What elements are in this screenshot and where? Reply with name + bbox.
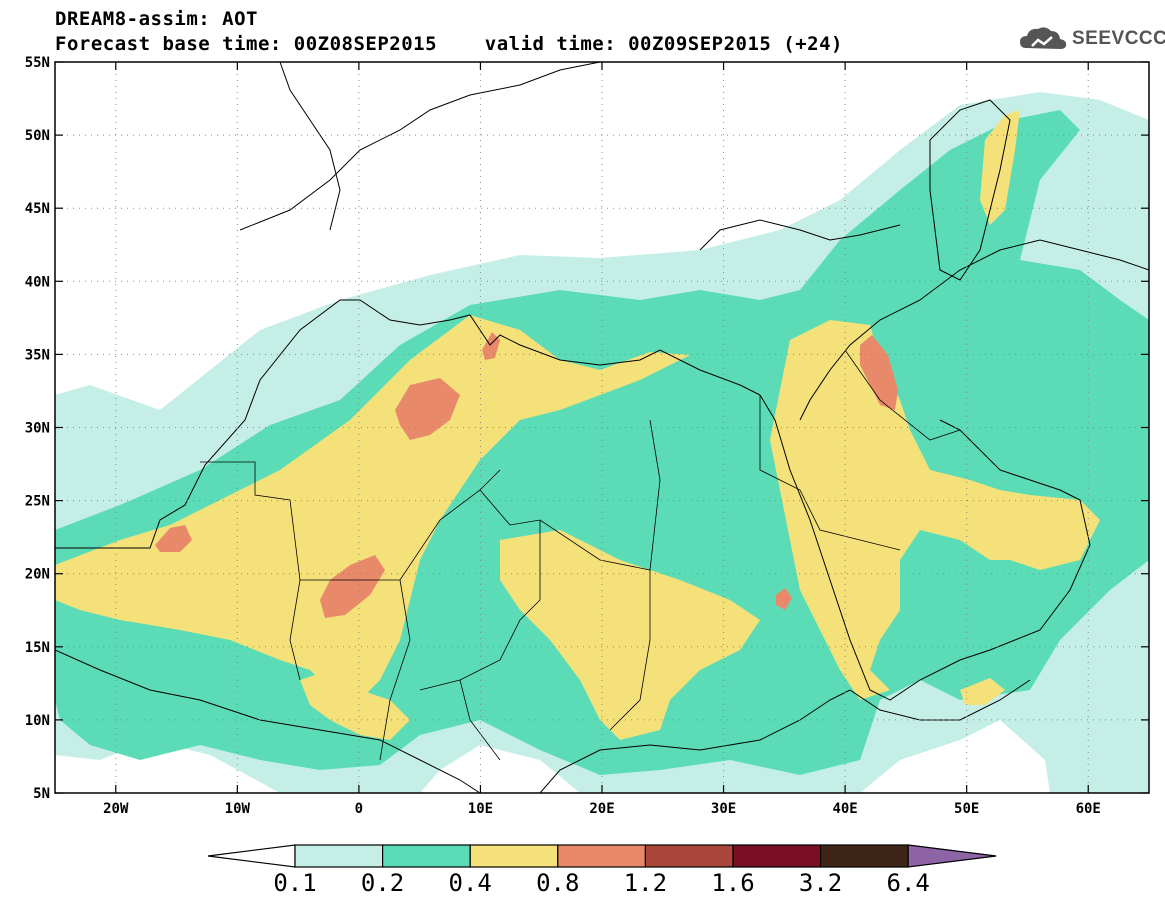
colorbar-segment <box>819 844 909 868</box>
colorbar: 0.1 0.2 0.4 0.8 1.2 1.6 3.2 6.4 <box>207 844 997 897</box>
colorbar-label: 1.2 <box>624 869 667 897</box>
aot-contour-0.4-horn <box>960 678 1005 705</box>
aot-contour-0.1-west <box>55 395 90 435</box>
lon-tick-label: 30E <box>711 801 736 817</box>
lon-tick-label: 0 <box>355 801 363 817</box>
axis-ticks: 20W 10W 0 10E 20E 30E 40E 50E 60E 5N 10N 15N 20N 25N 3… <box>25 55 1149 817</box>
aot-contour-0.4 <box>55 315 690 700</box>
lat-tick-label: 35N <box>25 347 50 363</box>
colorbar-segment <box>557 844 646 868</box>
lat-tick-label: 55N <box>25 55 50 71</box>
aot-contour-0.8-chad <box>776 588 792 610</box>
aot-contour-0.8-mauritania <box>155 525 192 552</box>
map-title: DREAM8-assim: AOT <box>55 8 258 30</box>
coastlines <box>55 62 1149 793</box>
lat-tick-label: 15N <box>25 640 50 656</box>
colorbar-segment <box>469 844 559 868</box>
lon-tick-label: 40E <box>832 801 857 817</box>
aot-contour-0.8-mali <box>320 555 385 618</box>
lat-tick-label: 45N <box>25 201 50 217</box>
colorbar-label: 0.8 <box>536 869 579 897</box>
colorbar-segment <box>294 844 384 868</box>
aot-contour-0.8-iraq <box>860 335 898 410</box>
colorbar-label: 6.4 <box>887 869 930 897</box>
country-borders <box>200 349 961 761</box>
colorbar-upper-extend <box>907 844 997 868</box>
colorbar-label: 3.2 <box>799 869 842 897</box>
cloud-icon <box>1020 27 1067 49</box>
lat-tick-label: 5N <box>33 786 50 802</box>
aot-field <box>55 92 1149 793</box>
aot-contour-0.4-arabia <box>770 320 1100 700</box>
lon-tick-label: 10E <box>468 801 493 817</box>
lat-tick-label: 40N <box>25 274 50 290</box>
lon-tick-label: 20W <box>103 801 129 817</box>
aot-contour-0.4-sahel <box>500 530 760 740</box>
aot-contour-0.4-nigeria <box>300 670 410 740</box>
lat-tick-label: 50N <box>25 128 50 144</box>
colorbar-label: 1.6 <box>711 869 754 897</box>
lon-tick-label: 50E <box>954 801 979 817</box>
colorbar-label: 0.4 <box>449 869 492 897</box>
colorbar-segment <box>644 844 734 868</box>
colorbar-label: 0.1 <box>273 869 316 897</box>
lat-tick-label: 25N <box>25 494 50 510</box>
colorbar-segment <box>732 844 822 868</box>
seevccc-logo-text: SEEVCCC <box>1072 28 1165 49</box>
colorbar-label: 0.2 <box>361 869 404 897</box>
lon-tick-label: 60E <box>1076 801 1101 817</box>
lat-tick-label: 10N <box>25 713 50 729</box>
lon-tick-label: 20E <box>589 801 614 817</box>
aot-contour-0.8-algeria <box>395 378 460 440</box>
forecast-time-subtitle: Forecast base time: 00Z08SEP2015 valid t… <box>55 33 843 55</box>
gridlines <box>55 62 1149 793</box>
lat-tick-label: 30N <box>25 421 50 437</box>
lon-tick-label: 10W <box>225 801 251 817</box>
lat-tick-label: 20N <box>25 567 50 583</box>
colorbar-lower-extend <box>207 844 296 868</box>
colorbar-segment <box>382 844 471 868</box>
